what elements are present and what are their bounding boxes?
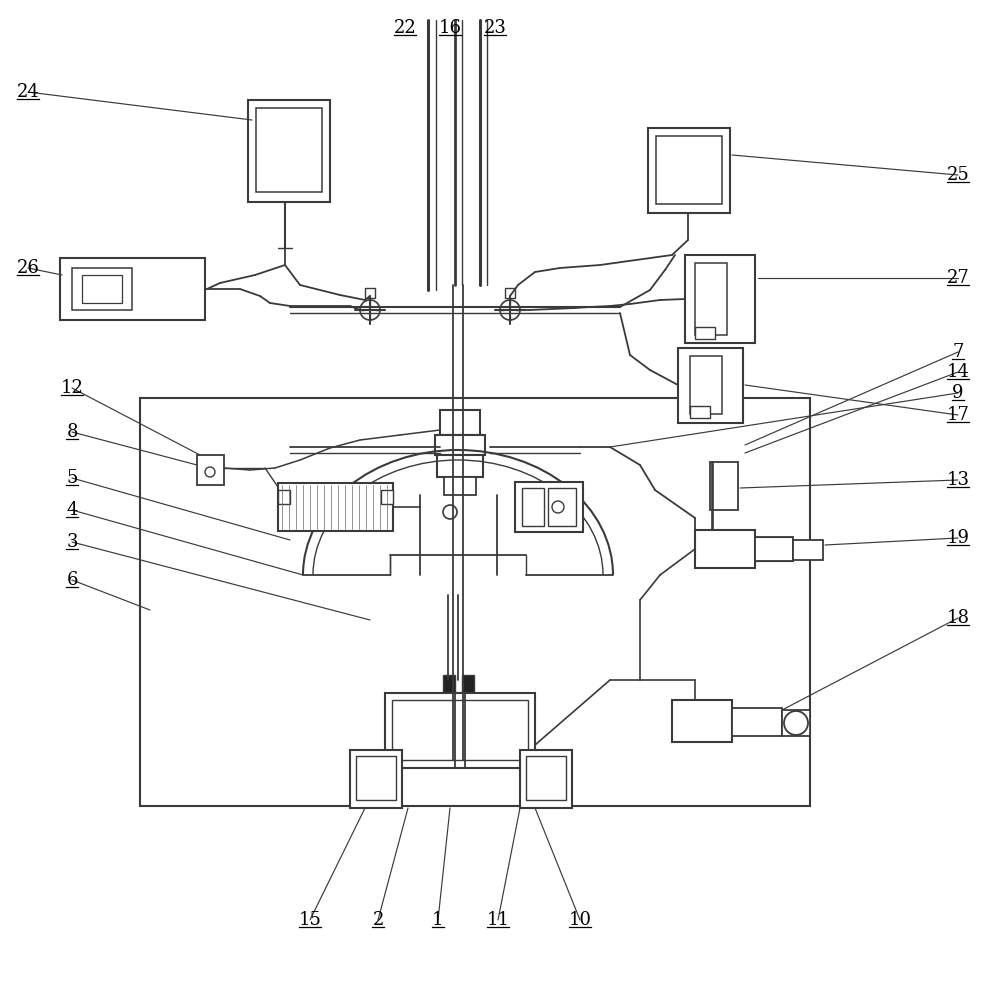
Text: 14: 14 [947, 363, 969, 381]
Text: 19: 19 [946, 529, 970, 547]
Bar [505, 288, 515, 298]
Text: 7: 7 [952, 343, 964, 361]
Bar [672, 700, 732, 742]
Bar [72, 268, 132, 310]
Text: 25: 25 [947, 166, 969, 184]
Circle shape [360, 300, 380, 320]
Text: 9: 9 [952, 384, 964, 402]
Bar [685, 255, 755, 343]
Bar [793, 540, 823, 560]
Bar [435, 435, 485, 455]
Bar [678, 348, 743, 423]
Text: 17: 17 [947, 406, 969, 424]
Text: 16: 16 [438, 19, 462, 37]
Circle shape [784, 711, 808, 735]
Bar [60, 258, 205, 320]
Text: 10: 10 [568, 911, 592, 929]
Bar [140, 398, 810, 806]
Bar [440, 410, 480, 435]
Bar [82, 275, 122, 303]
Circle shape [443, 505, 457, 519]
Text: 24: 24 [17, 83, 39, 101]
Text: 5: 5 [66, 469, 78, 487]
Text: 27: 27 [947, 269, 969, 287]
Text: 23: 23 [484, 19, 506, 37]
Circle shape [552, 501, 564, 513]
Bar [248, 100, 330, 202]
Bar [356, 756, 396, 800]
Bar [381, 490, 393, 504]
Bar [365, 288, 375, 298]
Bar [648, 128, 730, 213]
Bar [782, 710, 810, 736]
Text: 11: 11 [486, 911, 510, 929]
Text: 2: 2 [372, 911, 384, 929]
Bar [392, 700, 528, 760]
Bar [522, 488, 544, 526]
Circle shape [500, 300, 520, 320]
Bar [437, 455, 483, 477]
Bar [444, 477, 476, 495]
Text: 26: 26 [17, 259, 39, 277]
Bar [695, 327, 715, 339]
Text: 15: 15 [299, 911, 321, 929]
Bar [695, 530, 755, 568]
Text: 8: 8 [66, 423, 78, 441]
Bar [515, 482, 583, 532]
Bar [656, 136, 722, 204]
Bar [690, 406, 710, 418]
Text: 18: 18 [946, 609, 970, 627]
Bar [350, 750, 402, 808]
Bar [462, 675, 474, 693]
Bar [278, 490, 290, 504]
Bar [197, 455, 224, 485]
Text: 1: 1 [432, 911, 444, 929]
Text: 3: 3 [66, 533, 78, 551]
Text: 6: 6 [66, 571, 78, 589]
Bar [520, 750, 572, 808]
Bar [256, 108, 322, 192]
Bar [526, 756, 566, 800]
Bar [690, 356, 722, 414]
Text: 4: 4 [66, 501, 78, 519]
Bar [278, 483, 393, 531]
Bar [695, 263, 727, 335]
Text: 22: 22 [394, 19, 416, 37]
Bar [443, 675, 455, 693]
Bar [710, 462, 738, 510]
Text: 12: 12 [61, 379, 83, 397]
Bar [755, 537, 793, 561]
Circle shape [205, 467, 215, 477]
Bar [548, 488, 576, 526]
Bar [385, 693, 535, 768]
Text: 13: 13 [946, 471, 970, 489]
Bar [732, 708, 782, 736]
